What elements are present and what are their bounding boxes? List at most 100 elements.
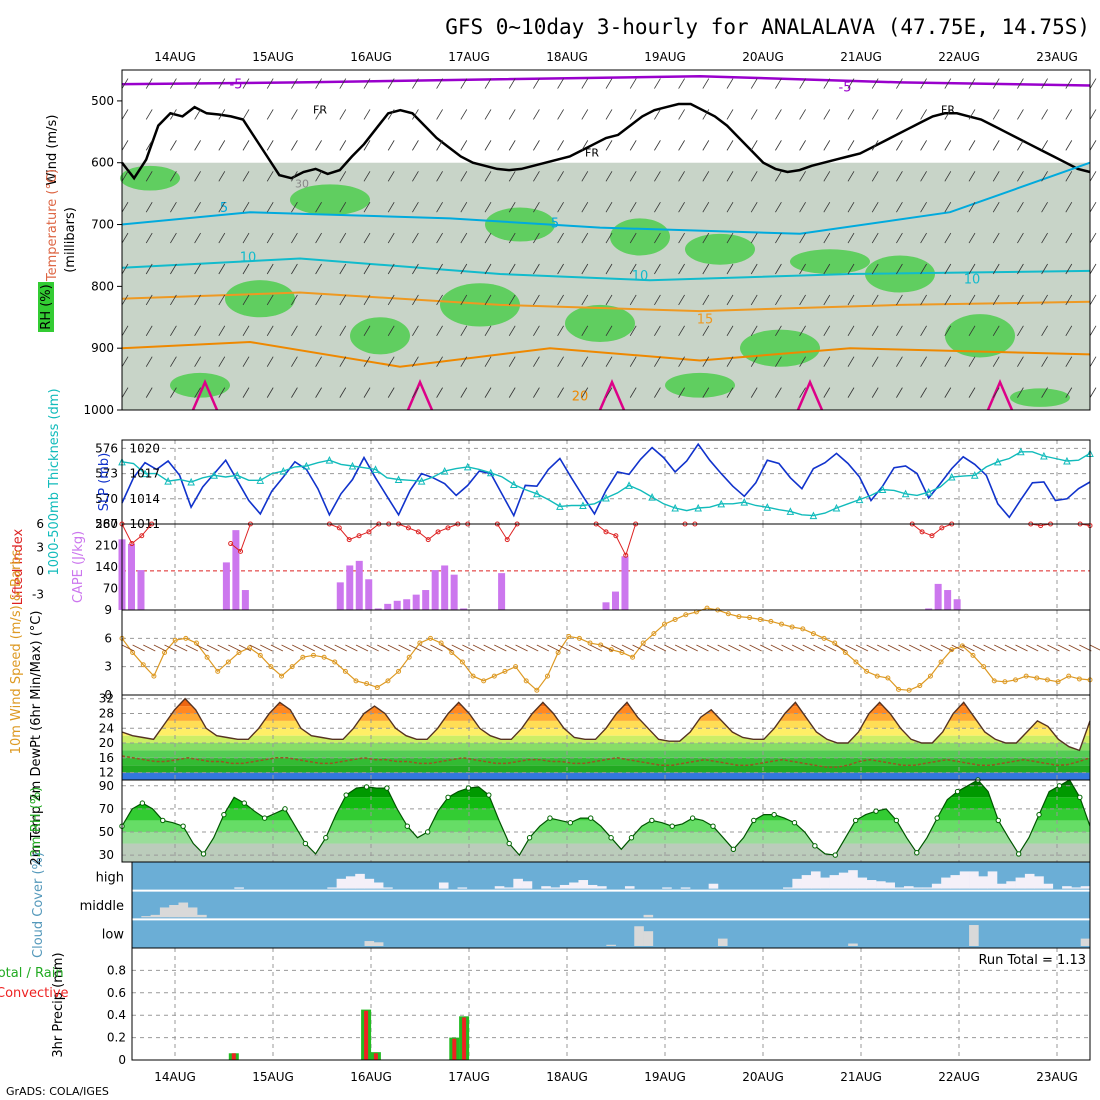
wind-barb xyxy=(702,387,710,398)
wind-barb xyxy=(194,356,201,367)
wind-barb xyxy=(266,325,274,337)
wind-barb xyxy=(654,171,661,182)
wind-barb xyxy=(775,232,782,244)
wind-barb xyxy=(363,201,371,213)
rh-marker xyxy=(954,788,961,795)
wind-barb xyxy=(121,201,129,213)
wind-barb xyxy=(621,644,635,652)
wind-barb xyxy=(121,325,129,337)
wind-barb xyxy=(1017,171,1024,182)
thickness-marker xyxy=(141,469,149,478)
wind-barb xyxy=(654,294,661,306)
thickness-marker xyxy=(510,480,518,489)
rh-moist-area xyxy=(945,314,1015,358)
wind-barb xyxy=(799,325,806,337)
thickness-marker xyxy=(1040,451,1048,460)
wind-barb xyxy=(242,356,250,367)
wind-barb xyxy=(242,387,250,398)
wind-barb xyxy=(799,387,806,398)
wind-barb xyxy=(436,325,443,337)
wind-barb xyxy=(896,78,903,89)
cloud-cell-high xyxy=(950,875,961,889)
wind-barb xyxy=(533,201,540,213)
wind-barb xyxy=(791,644,805,652)
wind-barb xyxy=(436,294,443,306)
wind-barb xyxy=(813,644,826,652)
wind-barb xyxy=(702,201,710,213)
wind-barb xyxy=(568,644,581,652)
wind-barb xyxy=(678,356,685,367)
wind-barb xyxy=(968,109,976,120)
li-line xyxy=(230,523,251,553)
li-marker xyxy=(603,529,609,535)
wind-barb xyxy=(871,140,879,151)
wind-barb xyxy=(944,356,952,367)
wind-barb xyxy=(557,232,564,244)
wind-barb xyxy=(218,325,226,337)
rh-moist-area xyxy=(565,304,635,343)
wind-barb xyxy=(387,294,395,306)
tick-label: 3 xyxy=(104,660,112,674)
wind-barb xyxy=(533,294,540,306)
wind-barb xyxy=(121,294,129,306)
wind-barb xyxy=(896,263,903,275)
wind-barb xyxy=(218,387,226,398)
precip-convective-bar xyxy=(462,1017,467,1060)
rh-band xyxy=(122,785,1090,798)
cloud-cell-low xyxy=(643,931,654,946)
wind-barb xyxy=(702,263,710,275)
wind-barb xyxy=(1017,294,1024,306)
temp-band xyxy=(122,706,1090,714)
tick-label: 1014 xyxy=(129,492,160,506)
wind-barb xyxy=(728,644,741,652)
wind-barb xyxy=(315,387,322,398)
wind-barb xyxy=(1047,644,1060,652)
cloud-cell-high xyxy=(829,875,840,889)
tick-label: 28 xyxy=(99,706,114,720)
wind-barb xyxy=(654,140,661,151)
wind-barb xyxy=(242,78,250,89)
wind-barb xyxy=(242,232,250,244)
temp-band xyxy=(122,772,1090,780)
tick-label: 600 xyxy=(91,156,114,170)
rh-band xyxy=(122,831,1090,844)
date-label-bottom: 14AUG xyxy=(154,1070,196,1084)
contour-label: 5 xyxy=(551,217,559,232)
cape-bar xyxy=(441,565,449,610)
wind-barb xyxy=(678,140,685,151)
li-marker xyxy=(435,529,441,535)
rh-moist-area xyxy=(790,249,870,274)
precip-legend-convective: Convective xyxy=(0,986,69,1001)
wind-speed-marker xyxy=(151,673,157,679)
thickness-marker xyxy=(763,503,772,511)
wind-barb xyxy=(799,263,806,275)
thickness-marker xyxy=(625,481,633,489)
thickness-marker xyxy=(417,477,426,485)
cape-bar xyxy=(127,543,135,610)
wind-speed-marker xyxy=(1076,676,1082,682)
cloud-cell-high xyxy=(941,877,951,889)
wind-speed-marker xyxy=(396,668,402,674)
wind-barb xyxy=(460,325,468,337)
cape-bar xyxy=(953,599,961,610)
thickness-marker xyxy=(533,489,541,498)
thickness-marker xyxy=(901,489,910,498)
li-marker xyxy=(139,533,145,539)
wind-speed-marker xyxy=(140,662,146,668)
wind-barb xyxy=(823,263,831,275)
wind-barb xyxy=(871,263,879,275)
wind-barb xyxy=(685,644,698,652)
thickness-marker xyxy=(579,501,587,510)
wind-barb xyxy=(920,140,927,151)
wind-barb xyxy=(1089,78,1097,89)
wind-barb xyxy=(992,294,1000,306)
wind-speed-marker xyxy=(427,635,433,641)
wind-barb xyxy=(1004,644,1018,652)
wind-barb xyxy=(1041,356,1048,367)
wind-barb xyxy=(412,356,419,367)
cape-bar xyxy=(137,570,145,610)
wind-barb xyxy=(629,294,637,306)
wind-barb xyxy=(238,644,252,652)
cape-bar xyxy=(232,530,240,610)
credit-label: GrADS: COLA/IGES xyxy=(6,1085,109,1098)
